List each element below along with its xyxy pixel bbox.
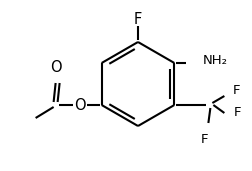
Text: F: F [201,133,208,146]
Text: F: F [233,107,241,120]
Text: F: F [232,84,240,97]
Text: O: O [50,60,61,75]
Text: F: F [134,11,142,27]
Text: O: O [74,97,85,113]
Text: NH₂: NH₂ [202,55,227,68]
